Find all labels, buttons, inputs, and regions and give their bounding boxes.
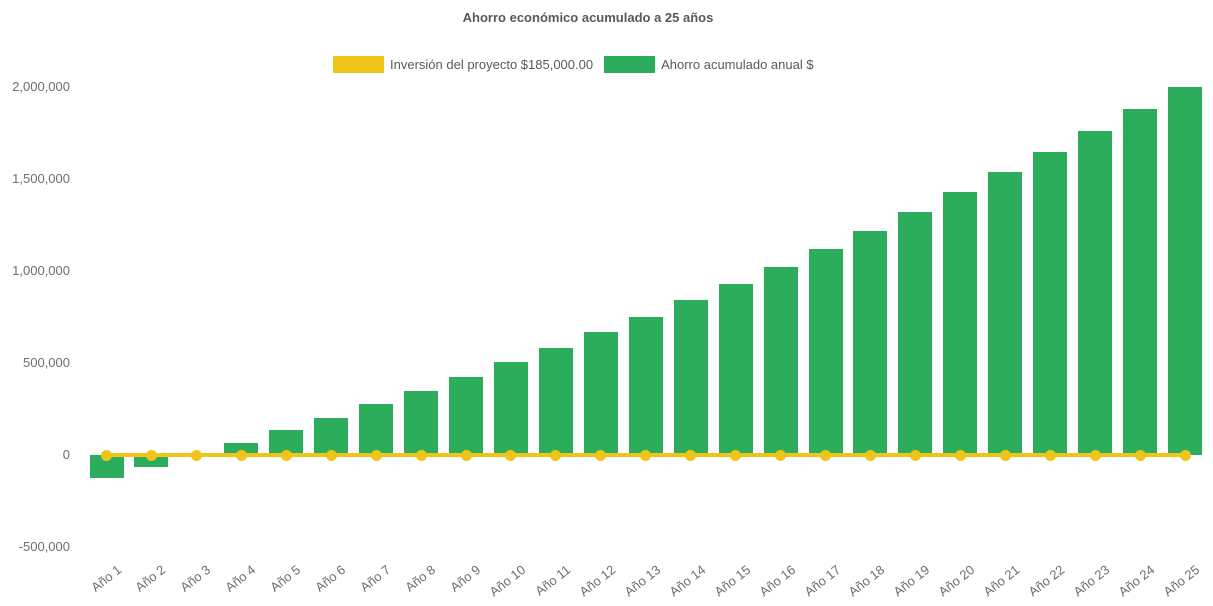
x-label-año-16: Año 16 xyxy=(756,562,798,600)
x-label-año-10: Año 10 xyxy=(486,562,529,600)
bar-año-22[interactable] xyxy=(1033,151,1068,455)
investment-marker-año-24[interactable] xyxy=(1134,449,1146,461)
x-label-año-25: Año 25 xyxy=(1160,562,1203,600)
y-tick-0: 0 xyxy=(62,447,70,462)
bar-año-10[interactable] xyxy=(493,362,528,455)
bar-año-24[interactable] xyxy=(1123,108,1158,455)
bar-año-16[interactable] xyxy=(763,266,798,455)
x-label-año-17: Año 17 xyxy=(801,562,843,600)
x-label-año-2: Año 2 xyxy=(132,562,169,595)
bar-año-6[interactable] xyxy=(314,417,349,455)
x-label-año-11: Año 11 xyxy=(532,562,574,599)
savings-bar-swatch-icon xyxy=(604,56,656,73)
x-label-año-13: Año 13 xyxy=(621,562,664,600)
investment-marker-año-2[interactable] xyxy=(145,449,157,461)
investment-marker-año-11[interactable] xyxy=(550,449,562,461)
investment-marker-año-22[interactable] xyxy=(1044,449,1056,461)
investment-marker-año-9[interactable] xyxy=(460,449,472,461)
investment-marker-año-20[interactable] xyxy=(954,449,966,461)
x-label-año-14: Año 14 xyxy=(666,562,708,600)
x-label-año-3: Año 3 xyxy=(177,562,214,595)
investment-marker-año-4[interactable] xyxy=(235,449,247,461)
investment-marker-año-17[interactable] xyxy=(820,449,832,461)
x-label-año-9: Año 9 xyxy=(447,562,484,595)
x-label-año-24: Año 24 xyxy=(1115,562,1158,600)
legend: Inversión del proyecto $185,000.00 Ahorr… xyxy=(333,56,814,73)
x-label-año-21: Año 21 xyxy=(980,562,1023,600)
legend-item-savings[interactable]: Ahorro acumulado anual $ xyxy=(604,56,814,73)
y-tick--500000: -500,000 xyxy=(18,539,70,554)
x-label-año-6: Año 6 xyxy=(312,562,349,595)
investment-marker-año-5[interactable] xyxy=(280,449,292,461)
bar-año-23[interactable] xyxy=(1078,130,1113,455)
investment-line-swatch-icon xyxy=(333,56,384,73)
bar-año-13[interactable] xyxy=(628,316,663,455)
bar-año-18[interactable] xyxy=(853,230,888,455)
investment-marker-año-15[interactable] xyxy=(730,449,742,461)
y-axis: 2,000,000 1,500,000 1,000,000 500,000 0 -500,… xyxy=(0,0,70,606)
investment-marker-año-13[interactable] xyxy=(640,449,652,461)
x-label-año-20: Año 20 xyxy=(935,562,978,600)
legend-label-savings: Ahorro acumulado anual $ xyxy=(661,57,814,72)
investment-marker-año-25[interactable] xyxy=(1179,449,1191,461)
x-label-año-8: Año 8 xyxy=(402,562,439,595)
bar-año-4[interactable] xyxy=(224,442,259,455)
investment-marker-año-7[interactable] xyxy=(370,449,382,461)
chart-title: Ahorro económico acumulado a 25 años xyxy=(462,10,714,25)
y-tick-500000: 500,000 xyxy=(23,355,70,370)
x-label-año-23: Año 23 xyxy=(1070,562,1113,600)
investment-marker-año-16[interactable] xyxy=(775,449,787,461)
x-label-año-15: Año 15 xyxy=(711,562,753,600)
x-label-año-22: Año 22 xyxy=(1025,562,1068,600)
investment-marker-año-18[interactable] xyxy=(864,449,876,461)
investment-marker-año-19[interactable] xyxy=(909,449,921,461)
x-label-año-18: Año 18 xyxy=(846,562,888,600)
legend-label-investment: Inversión del proyecto $185,000.00 xyxy=(390,57,594,72)
investment-marker-año-6[interactable] xyxy=(325,449,337,461)
x-label-año-12: Año 12 xyxy=(576,562,619,600)
bar-año-1[interactable] xyxy=(89,455,124,478)
bar-año-12[interactable] xyxy=(583,332,618,455)
x-label-año-7: Año 7 xyxy=(357,562,394,595)
bar-año-11[interactable] xyxy=(538,347,573,455)
y-tick-1000000: 1,000,000 xyxy=(12,263,70,278)
bar-año-17[interactable] xyxy=(808,248,843,455)
investment-marker-año-10[interactable] xyxy=(505,449,517,461)
investment-marker-año-3[interactable] xyxy=(190,449,202,461)
x-label-año-5: Año 5 xyxy=(267,562,304,595)
bar-año-8[interactable] xyxy=(404,390,439,455)
investment-marker-año-21[interactable] xyxy=(999,449,1011,461)
bar-año-7[interactable] xyxy=(359,404,394,455)
bar-año-21[interactable] xyxy=(988,172,1023,455)
bar-año-9[interactable] xyxy=(449,376,484,455)
bar-año-2[interactable] xyxy=(134,455,169,467)
x-label-año-1: Año 1 xyxy=(87,562,124,595)
investment-marker-año-23[interactable] xyxy=(1089,449,1101,461)
investment-marker-año-1[interactable] xyxy=(101,449,112,461)
investment-marker-año-12[interactable] xyxy=(595,449,607,461)
bar-año-20[interactable] xyxy=(943,192,978,455)
y-tick-2000000: 2,000,000 xyxy=(12,79,70,94)
y-tick-1500000: 1,500,000 xyxy=(12,171,70,186)
bar-año-19[interactable] xyxy=(898,211,933,455)
x-label-año-19: Año 19 xyxy=(890,562,933,600)
x-label-año-4: Año 4 xyxy=(222,562,259,595)
legend-item-investment[interactable]: Inversión del proyecto $185,000.00 xyxy=(333,56,593,73)
investment-marker-año-14[interactable] xyxy=(685,449,697,461)
bar-año-25[interactable] xyxy=(1168,86,1203,455)
investment-marker-año-8[interactable] xyxy=(415,449,427,461)
bar-año-15[interactable] xyxy=(718,283,753,455)
bar-año-14[interactable] xyxy=(673,300,708,455)
